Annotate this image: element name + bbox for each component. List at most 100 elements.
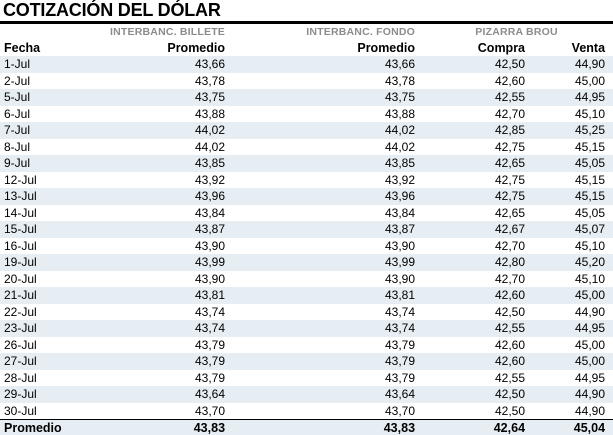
cell-interbanc-fondo-promedio: 43,84 — [384, 205, 416, 220]
cell-pizarra-brou-compra: 42,60 — [494, 73, 526, 88]
cell-interbanc-fondo-promedio: 43,75 — [384, 90, 416, 104]
cell-fecha: 30-Jul — [4, 403, 37, 418]
cell-pizarra-brou-venta: 44,95 — [575, 321, 606, 335]
footer-venta: 45,04 — [573, 421, 606, 435]
cell-interbanc-billete-promedio: 43,96 — [194, 189, 226, 203]
table-row: 28-Jul 43,79 43,79 42,55 44,95 — [0, 370, 613, 387]
cell-interbanc-fondo-promedio: 43,64 — [384, 387, 416, 401]
cell-pizarra-brou-venta: 45,05 — [575, 205, 606, 220]
cell-pizarra-brou-venta: 45,20 — [575, 255, 606, 269]
cell-interbanc-fondo-promedio: 43,81 — [384, 288, 416, 302]
cell-interbanc-billete-promedio: 43,85 — [194, 156, 226, 170]
cell-pizarra-brou-compra: 42,75 — [494, 189, 526, 203]
cell-pizarra-brou-venta: 44,90 — [575, 57, 606, 71]
cell-pizarra-brou-venta: 45,10 — [575, 106, 606, 121]
cell-interbanc-billete-promedio: 44,02 — [194, 139, 226, 154]
cell-fecha: 15-Jul — [4, 222, 37, 236]
cell-pizarra-brou-compra: 42,70 — [494, 271, 526, 286]
cell-interbanc-billete-promedio: 43,99 — [194, 255, 226, 269]
cell-pizarra-brou-venta: 44,95 — [575, 370, 606, 385]
cell-interbanc-billete-promedio: 43,74 — [194, 321, 226, 335]
column-header-row: Fecha Promedio Promedio Compra Venta — [0, 40, 613, 56]
cell-fecha: 2-Jul — [4, 73, 31, 88]
cell-fecha: 21-Jul — [4, 288, 37, 302]
cell-interbanc-fondo-promedio: 44,02 — [384, 123, 416, 137]
table-row: 30-Jul 43,70 43,70 42,50 44,90 — [0, 403, 613, 420]
cell-pizarra-brou-venta: 45,15 — [575, 139, 606, 154]
cell-fecha: 5-Jul — [4, 90, 31, 104]
cell-interbanc-billete-promedio: 43,87 — [194, 222, 226, 236]
table-row: 23-Jul 43,74 43,74 42,55 44,95 — [0, 320, 613, 337]
table-row: 2-Jul 43,78 43,78 42,60 45,00 — [0, 73, 613, 90]
table-row: 1-Jul 43,66 43,66 42,50 44,90 — [0, 56, 613, 73]
cell-fecha: 23-Jul — [4, 321, 37, 335]
cell-interbanc-fondo-promedio: 44,02 — [384, 139, 416, 154]
cell-interbanc-billete-promedio: 43,90 — [194, 238, 226, 253]
cell-pizarra-brou-compra: 42,65 — [494, 205, 526, 220]
cell-fecha: 28-Jul — [4, 370, 37, 385]
cell-interbanc-fondo-promedio: 43,92 — [384, 172, 416, 187]
table-footer: Promedio 43,83 43,83 42,64 45,04 — [0, 419, 613, 435]
table-row: 9-Jul 43,85 43,85 42,65 45,05 — [0, 155, 613, 172]
cell-interbanc-billete-promedio: 44,02 — [194, 123, 226, 137]
cell-interbanc-fondo-promedio: 43,78 — [384, 73, 416, 88]
cell-interbanc-billete-promedio: 43,90 — [194, 271, 226, 286]
table-row: 20-Jul 43,90 43,90 42,70 45,10 — [0, 271, 613, 288]
group-header-interbanc-billete: INTERBANC. BILLETE — [110, 26, 226, 38]
cell-pizarra-brou-venta: 45,00 — [575, 337, 606, 352]
table-row: 27-Jul 43,79 43,79 42,60 45,00 — [0, 353, 613, 370]
cell-interbanc-fondo-promedio: 43,79 — [384, 354, 416, 368]
cell-pizarra-brou-compra: 42,60 — [494, 288, 526, 302]
cell-pizarra-brou-venta: 45,00 — [575, 73, 606, 88]
cell-pizarra-brou-compra: 42,50 — [494, 304, 526, 319]
cell-interbanc-fondo-promedio: 43,66 — [384, 57, 416, 71]
cell-pizarra-brou-venta: 45,15 — [575, 172, 606, 187]
cell-interbanc-fondo-promedio: 43,99 — [384, 255, 416, 269]
average-row: Promedio 43,83 43,83 42,64 45,04 — [0, 419, 613, 435]
title-rule — [0, 21, 613, 24]
cell-interbanc-billete-promedio: 43,75 — [194, 90, 226, 104]
cell-pizarra-brou-venta: 45,25 — [575, 123, 606, 137]
cell-fecha: 26-Jul — [4, 337, 37, 352]
footer-fondo-promedio: 43,83 — [383, 421, 416, 435]
cell-interbanc-billete-promedio: 43,92 — [194, 172, 226, 187]
cell-pizarra-brou-venta: 45,10 — [575, 238, 606, 253]
cell-fecha: 13-Jul — [4, 189, 37, 203]
cell-pizarra-brou-compra: 42,55 — [494, 321, 526, 335]
group-header-interbanc-fondo: INTERBANC. FONDO — [306, 26, 416, 38]
cell-fecha: 27-Jul — [4, 354, 37, 368]
table-row: 21-Jul 43,81 43,81 42,60 45,00 — [0, 287, 613, 304]
cell-pizarra-brou-venta: 44,95 — [575, 90, 606, 104]
table-row: 12-Jul 43,92 43,92 42,75 45,15 — [0, 172, 613, 189]
cell-interbanc-billete-promedio: 43,88 — [194, 106, 226, 121]
exchange-rates-table: INTERBANC. BILLETE INTERBANC. FONDO PIZA… — [0, 24, 613, 435]
cell-fecha: 14-Jul — [4, 205, 37, 220]
cell-interbanc-billete-promedio: 43,78 — [194, 73, 226, 88]
table-row: 29-Jul 43,64 43,64 42,50 44,90 — [0, 386, 613, 403]
table-row: 22-Jul 43,74 43,74 42,50 44,90 — [0, 304, 613, 321]
column-header-fecha: Fecha — [4, 41, 41, 55]
cell-pizarra-brou-compra: 42,55 — [494, 370, 526, 385]
cell-pizarra-brou-compra: 42,60 — [494, 337, 526, 352]
cell-interbanc-billete-promedio: 43,79 — [194, 354, 226, 368]
cell-interbanc-billete-promedio: 43,70 — [194, 403, 226, 418]
cell-pizarra-brou-compra: 42,65 — [494, 156, 526, 170]
cell-pizarra-brou-compra: 42,50 — [494, 57, 526, 71]
table-row: 14-Jul 43,84 43,84 42,65 45,05 — [0, 205, 613, 222]
column-header-promedio-billete: Promedio — [167, 41, 226, 55]
cell-pizarra-brou-compra: 42,70 — [494, 106, 526, 121]
table-row: 5-Jul 43,75 43,75 42,55 44,95 — [0, 89, 613, 106]
cell-pizarra-brou-venta: 45,15 — [575, 189, 606, 203]
cell-interbanc-fondo-promedio: 43,70 — [384, 403, 416, 418]
cell-fecha: 29-Jul — [4, 387, 37, 401]
cell-interbanc-fondo-promedio: 43,74 — [384, 304, 416, 319]
cell-interbanc-fondo-promedio: 43,88 — [384, 106, 416, 121]
cell-pizarra-brou-venta: 44,90 — [575, 387, 606, 401]
cell-fecha: 16-Jul — [4, 238, 37, 253]
column-header-promedio-fondo: Promedio — [357, 41, 416, 55]
cell-pizarra-brou-compra: 42,85 — [494, 123, 526, 137]
cell-pizarra-brou-compra: 42,80 — [494, 255, 526, 269]
table-row: 7-Jul 44,02 44,02 42,85 45,25 — [0, 122, 613, 139]
table-row: 15-Jul 43,87 43,87 42,67 45,07 — [0, 221, 613, 238]
